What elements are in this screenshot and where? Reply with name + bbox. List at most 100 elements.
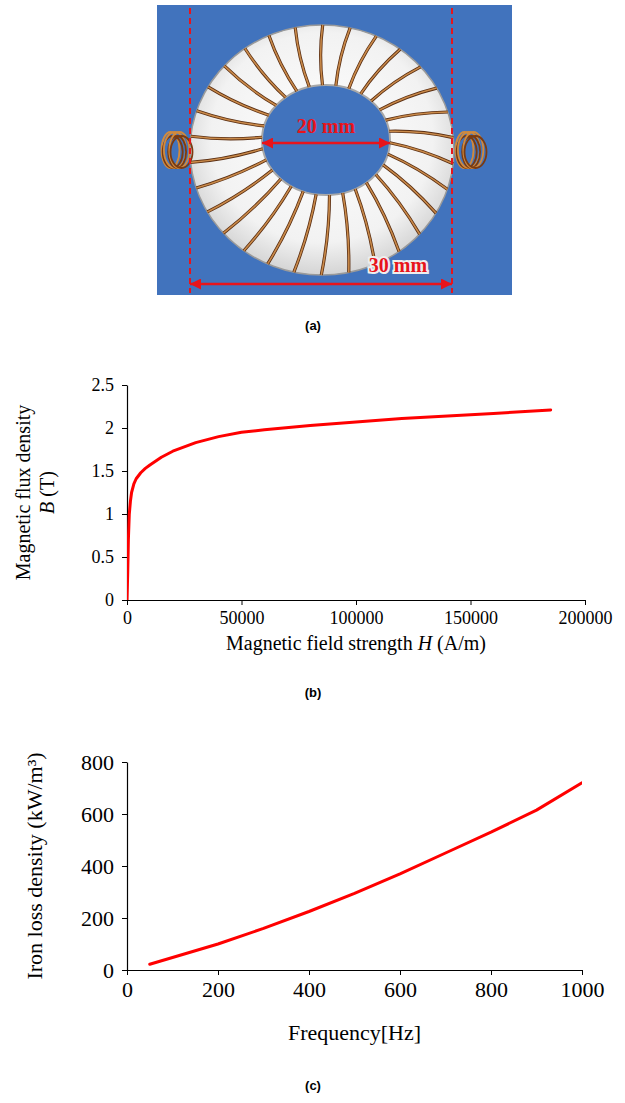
chart-panel: 020040060080010000200400600800Frequency[…: [22, 750, 605, 1093]
outer-dimension-arrow: [190, 283, 452, 286]
torus-hole: [262, 85, 390, 195]
winding: [207, 170, 272, 212]
y-tick-label: 800: [81, 750, 114, 775]
x-tick-mark: [582, 970, 583, 975]
winding: [343, 193, 349, 272]
y-tick: 400: [81, 854, 127, 879]
x-tick-label: 50000: [220, 608, 265, 628]
text-run: density: [22, 834, 47, 898]
x-axis-title: Magnetic field strength H (A/m): [226, 632, 486, 655]
winding: [336, 28, 350, 86]
y-tick-label: 600: [81, 802, 114, 827]
text-run: Magnetic: [226, 632, 302, 655]
x-tick-label: 0: [123, 608, 132, 628]
y-tick-label: 0.5: [92, 547, 115, 567]
winding: [208, 87, 269, 115]
text-run: (kW/m³): [22, 752, 47, 828]
y-tick: 800: [81, 750, 127, 775]
panel-caption: (b): [305, 685, 322, 700]
winding: [295, 28, 309, 87]
winding: [361, 49, 400, 94]
winding-shadow: [336, 28, 350, 86]
x-tick: 100000: [330, 600, 384, 628]
x-tick-label: 0: [122, 977, 133, 1002]
y-tick-label: 200: [81, 906, 114, 931]
y-tick-mark: [122, 471, 127, 472]
text-run: strength: [348, 632, 412, 655]
winding-shadow: [343, 193, 349, 272]
x-tick-label: 400: [293, 977, 326, 1002]
y-tick-mark: [122, 762, 127, 763]
text-run: B: [36, 502, 58, 514]
winding-shadow: [268, 191, 304, 264]
text-run: Iron: [22, 943, 47, 980]
y-tick-mark: [122, 428, 127, 429]
x-tick: 200: [202, 970, 235, 1002]
y-tick: 600: [81, 802, 127, 827]
photo-background: [157, 5, 512, 295]
y-tick-label: 1.5: [92, 461, 115, 481]
x-axis: 0 50000 100000 150000 200000: [123, 600, 613, 628]
y-axis-title: B (T): [36, 471, 59, 514]
y-axis-line: [127, 763, 128, 971]
plot-area: [150, 783, 582, 964]
x-axis-line: [128, 970, 583, 971]
y-tick-mark: [122, 557, 127, 558]
x-tick: 150000: [444, 600, 498, 628]
photo-panel: 20 mm30 mm: [157, 5, 512, 295]
winding: [196, 160, 266, 188]
y-tick-mark: [122, 814, 127, 815]
x-tick: 0: [123, 600, 132, 628]
y-tick-mark: [122, 866, 127, 867]
y-tick: 200: [81, 906, 127, 931]
x-axis-title: Frequency[Hz]: [288, 1020, 421, 1045]
lead-coil: [465, 136, 487, 168]
winding: [380, 88, 437, 110]
y-axis: 0200400600800: [81, 750, 128, 983]
chart-panel: 05000010000015000020000000.511.522.5Magn…: [12, 375, 613, 700]
x-tick-label: 200: [202, 977, 235, 1002]
x-tick-mark: [127, 600, 128, 605]
x-tick: 0: [122, 970, 133, 1002]
x-tick: 600: [384, 970, 417, 1002]
text-run: field: [307, 632, 344, 654]
winding-shadow: [196, 160, 266, 188]
y-tick-mark: [122, 385, 127, 386]
winding-shadow: [207, 170, 272, 212]
winding-shadow: [197, 111, 264, 126]
y-tick-label: 400: [81, 854, 114, 879]
y-axis: 00.511.522.5: [92, 375, 128, 610]
x-tick-mark: [127, 970, 128, 975]
torus-core: [190, 25, 454, 275]
winding: [383, 165, 436, 213]
y-tick: 1: [105, 504, 127, 524]
x-tick-label: 200000: [559, 608, 613, 628]
winding-shadow: [269, 36, 297, 92]
x-tick-mark: [491, 970, 492, 975]
x-tick: 800: [475, 970, 508, 1002]
x-tick-mark: [218, 970, 219, 975]
x-tick-mark: [400, 970, 401, 975]
text-run: density: [12, 405, 35, 463]
winding-shadow: [321, 25, 323, 85]
winding: [245, 48, 286, 97]
winding-shadow: [191, 136, 262, 139]
dimension-label: 20 mm: [297, 115, 356, 137]
y-tick: 2.5: [92, 375, 128, 395]
y-tick-mark: [122, 918, 127, 919]
winding-shadow: [191, 149, 263, 163]
winding-shadow: [386, 112, 448, 120]
x-tick-label: 150000: [444, 608, 498, 628]
x-tick-mark: [585, 600, 586, 605]
x-tick: 400: [293, 970, 326, 1002]
y-tick: 0.5: [92, 547, 128, 567]
y-tick-mark: [122, 600, 127, 601]
text-run: loss: [22, 903, 47, 937]
winding: [191, 149, 263, 163]
winding: [197, 111, 264, 126]
y-tick-label: 0: [105, 590, 114, 610]
data-line: [150, 783, 582, 964]
winding-shadow: [245, 48, 286, 97]
winding-shadow: [321, 195, 329, 275]
text-run: H: [417, 632, 434, 654]
